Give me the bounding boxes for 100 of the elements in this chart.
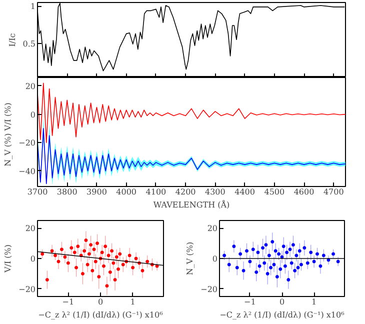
x-tick-label: 4400 [234,188,255,196]
point [275,274,279,278]
point [293,268,297,272]
point [296,266,300,270]
point [112,261,116,265]
point [277,252,281,256]
point [50,249,54,253]
point [288,248,292,252]
x-tick-label: 4300 [205,188,226,196]
point [128,254,132,258]
point [261,246,265,250]
point [262,261,266,265]
point [82,249,86,253]
point [94,260,98,264]
point [286,278,290,282]
line-series [38,82,346,144]
point [116,267,120,271]
point [336,260,340,264]
point [235,266,239,270]
point [146,260,150,264]
x-tick-label: 0 [98,298,104,306]
point [309,250,313,254]
point [285,250,289,254]
y-tick-label: 20 [25,82,36,91]
point [105,284,109,288]
x-tick-label: −1 [62,298,74,306]
point [222,254,226,258]
line-series [38,128,346,184]
point [72,250,76,254]
x-tick-label: 4100 [146,188,166,196]
point [76,244,80,248]
point [232,244,236,248]
point [326,258,330,262]
x-tick-label: 3700 [27,188,48,196]
point [267,254,271,258]
x-tick-label: 3800 [56,188,78,196]
y-tick-label: 1 [30,2,36,12]
y-tick-label: −20 [18,284,36,294]
point [294,254,298,258]
x-axis-title: −C_z λ² (1/I) (dI/dλ) (G⁻¹) x10⁶ [220,310,344,320]
point [86,262,90,266]
point [316,252,320,256]
y-axis-title: N_V (%) V/I (%) [4,102,13,166]
point [272,262,276,266]
point [299,262,303,266]
point [106,254,110,258]
point [45,278,49,282]
point [306,261,310,265]
x-tick-label: 0 [279,298,285,306]
point [280,255,284,259]
point [84,238,88,242]
point [270,240,274,244]
point [256,250,260,254]
point [54,254,58,258]
y-axis-title: I/Ic [8,32,17,47]
x-tick-label: 4500 [264,188,285,196]
y-tick-label: 20 [25,224,36,234]
point [134,256,138,260]
point [56,260,60,264]
x-tick-label: 1 [312,298,317,306]
point [238,252,242,256]
point [269,266,273,270]
point [242,268,246,272]
point [155,264,159,268]
point [96,242,100,246]
point [92,248,96,252]
point [104,244,108,248]
point [80,272,84,276]
point [290,261,294,265]
point [312,260,316,264]
y-tick-label: 20 [207,224,218,234]
point [282,244,286,248]
point [322,254,326,258]
point [298,249,302,253]
y-tick-label: −40 [18,166,36,176]
point [302,246,306,250]
point [131,266,135,270]
point [254,270,258,274]
point [291,243,295,247]
x-tick-label: 4700 [323,188,344,196]
point [258,264,262,268]
x-tick-label: 3900 [86,188,107,196]
point [244,249,248,253]
point [40,252,44,256]
y-tick-label: −20 [18,138,36,148]
point [90,268,94,272]
x-tick-label: 1 [130,298,136,306]
point [140,268,144,272]
x-tick-label: 4600 [294,188,314,196]
point [113,278,117,282]
point [274,249,278,253]
point [283,264,287,268]
point [100,250,104,254]
point [251,248,255,252]
y-tick-label: 0 [30,254,36,264]
point [266,272,270,276]
y-tick-label: −20 [200,284,218,294]
point [118,252,122,256]
point [74,266,78,270]
y-axis-title: V/I (%) [4,244,13,274]
